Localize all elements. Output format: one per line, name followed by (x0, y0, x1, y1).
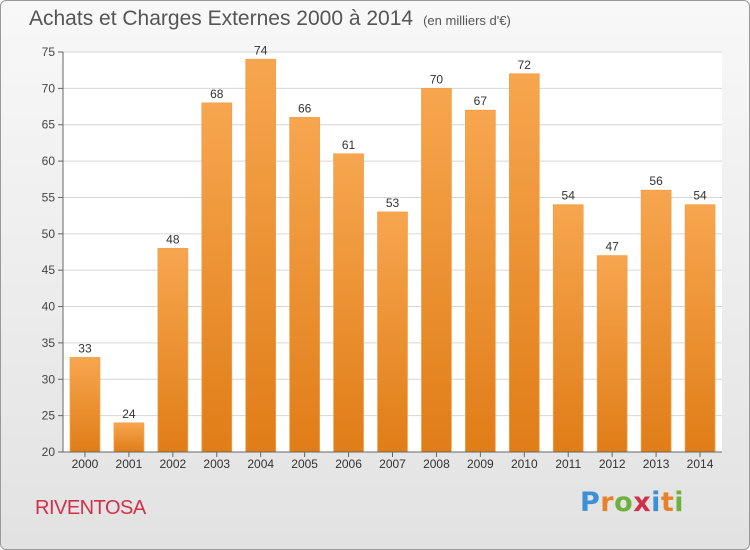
logo-letter: t (660, 487, 675, 518)
data-label: 56 (649, 174, 663, 188)
data-label: 72 (518, 58, 532, 72)
logo-letter: o (614, 487, 634, 518)
chart-subtitle: (en milliers d'€) (423, 13, 511, 28)
data-label: 54 (693, 189, 707, 203)
x-tick-label: 2000 (72, 457, 99, 471)
data-label: 47 (605, 240, 619, 254)
bar-2002 (157, 247, 189, 453)
data-label: 48 (166, 232, 180, 246)
logo-letter: x (633, 487, 652, 518)
x-tick-label: 2003 (203, 457, 230, 471)
chart-title-text: Achats et Charges Externes 2000 à 2014 (29, 7, 414, 30)
proxiti-logo[interactable]: Proxiti (580, 487, 684, 518)
data-label: 24 (122, 407, 136, 421)
data-label: 68 (210, 87, 224, 101)
bar-2013 (640, 189, 672, 453)
y-tick-label: 55 (42, 190, 56, 204)
x-tick-label: 2001 (116, 457, 143, 471)
y-tick-label: 75 (42, 45, 56, 59)
logo-letter: r (600, 487, 615, 518)
y-tick-label: 70 (42, 81, 56, 95)
chart-title: Achats et Charges Externes 2000 à 2014 (e… (29, 7, 511, 31)
bar-2006 (333, 153, 364, 453)
y-tick-label: 50 (42, 227, 56, 241)
logo-letter: i (651, 487, 661, 518)
bar-2014 (684, 204, 716, 453)
data-label: 70 (430, 72, 444, 86)
x-tick-label: 2004 (247, 457, 274, 471)
x-tick-label: 2010 (511, 457, 538, 471)
data-label: 33 (78, 341, 92, 355)
x-tick-label: 2009 (467, 457, 494, 471)
x-tick-label: 2006 (335, 457, 362, 471)
data-labels: 33 24 48 68 74 66 61 53 70 67 72 54 47 56 54 (78, 43, 707, 421)
bar-2001 (113, 422, 145, 453)
data-label: 53 (386, 196, 400, 210)
x-tick-label: 2008 (423, 457, 450, 471)
data-label: 67 (474, 94, 488, 108)
logo-letter: i (674, 487, 685, 518)
x-tick-label: 2007 (379, 457, 406, 471)
y-tick-label: 20 (42, 445, 56, 459)
data-label: 61 (342, 138, 356, 152)
x-tick-label: 2013 (643, 457, 670, 471)
axes: 20 25 30 35 40 45 50 55 60 65 70 75 2000 2001 2002 2003… (42, 45, 722, 471)
data-label: 66 (298, 101, 312, 115)
bar-2004 (245, 58, 277, 453)
commune-name: RIVENTOSA (35, 497, 146, 519)
logo-letter: P (580, 487, 601, 518)
bar-2005 (289, 117, 320, 453)
bar-2000 (69, 357, 101, 453)
bar-2009 (465, 109, 496, 453)
y-tick-label: 35 (42, 336, 56, 350)
bar-2008 (421, 87, 452, 453)
y-tick-label: 40 (42, 300, 56, 314)
data-label: 74 (254, 43, 268, 57)
x-tick-label: 2011 (555, 457, 581, 471)
bar-2003 (201, 102, 233, 453)
y-tick-label: 45 (42, 263, 56, 277)
bar-2011 (552, 204, 584, 453)
bar-2007 (377, 211, 408, 453)
y-tick-label: 25 (42, 409, 56, 423)
bar-2012 (596, 255, 628, 453)
y-tick-label: 30 (42, 372, 56, 386)
x-tick-label: 2012 (599, 457, 626, 471)
x-tick-label: 2005 (291, 457, 318, 471)
y-tick-label: 65 (42, 118, 56, 132)
x-tick-label: 2002 (159, 457, 186, 471)
data-label: 54 (562, 189, 576, 203)
x-tick-label: 2014 (687, 457, 714, 471)
bars (69, 58, 716, 453)
bar-2010 (508, 73, 540, 453)
y-tick-label: 60 (42, 154, 56, 168)
